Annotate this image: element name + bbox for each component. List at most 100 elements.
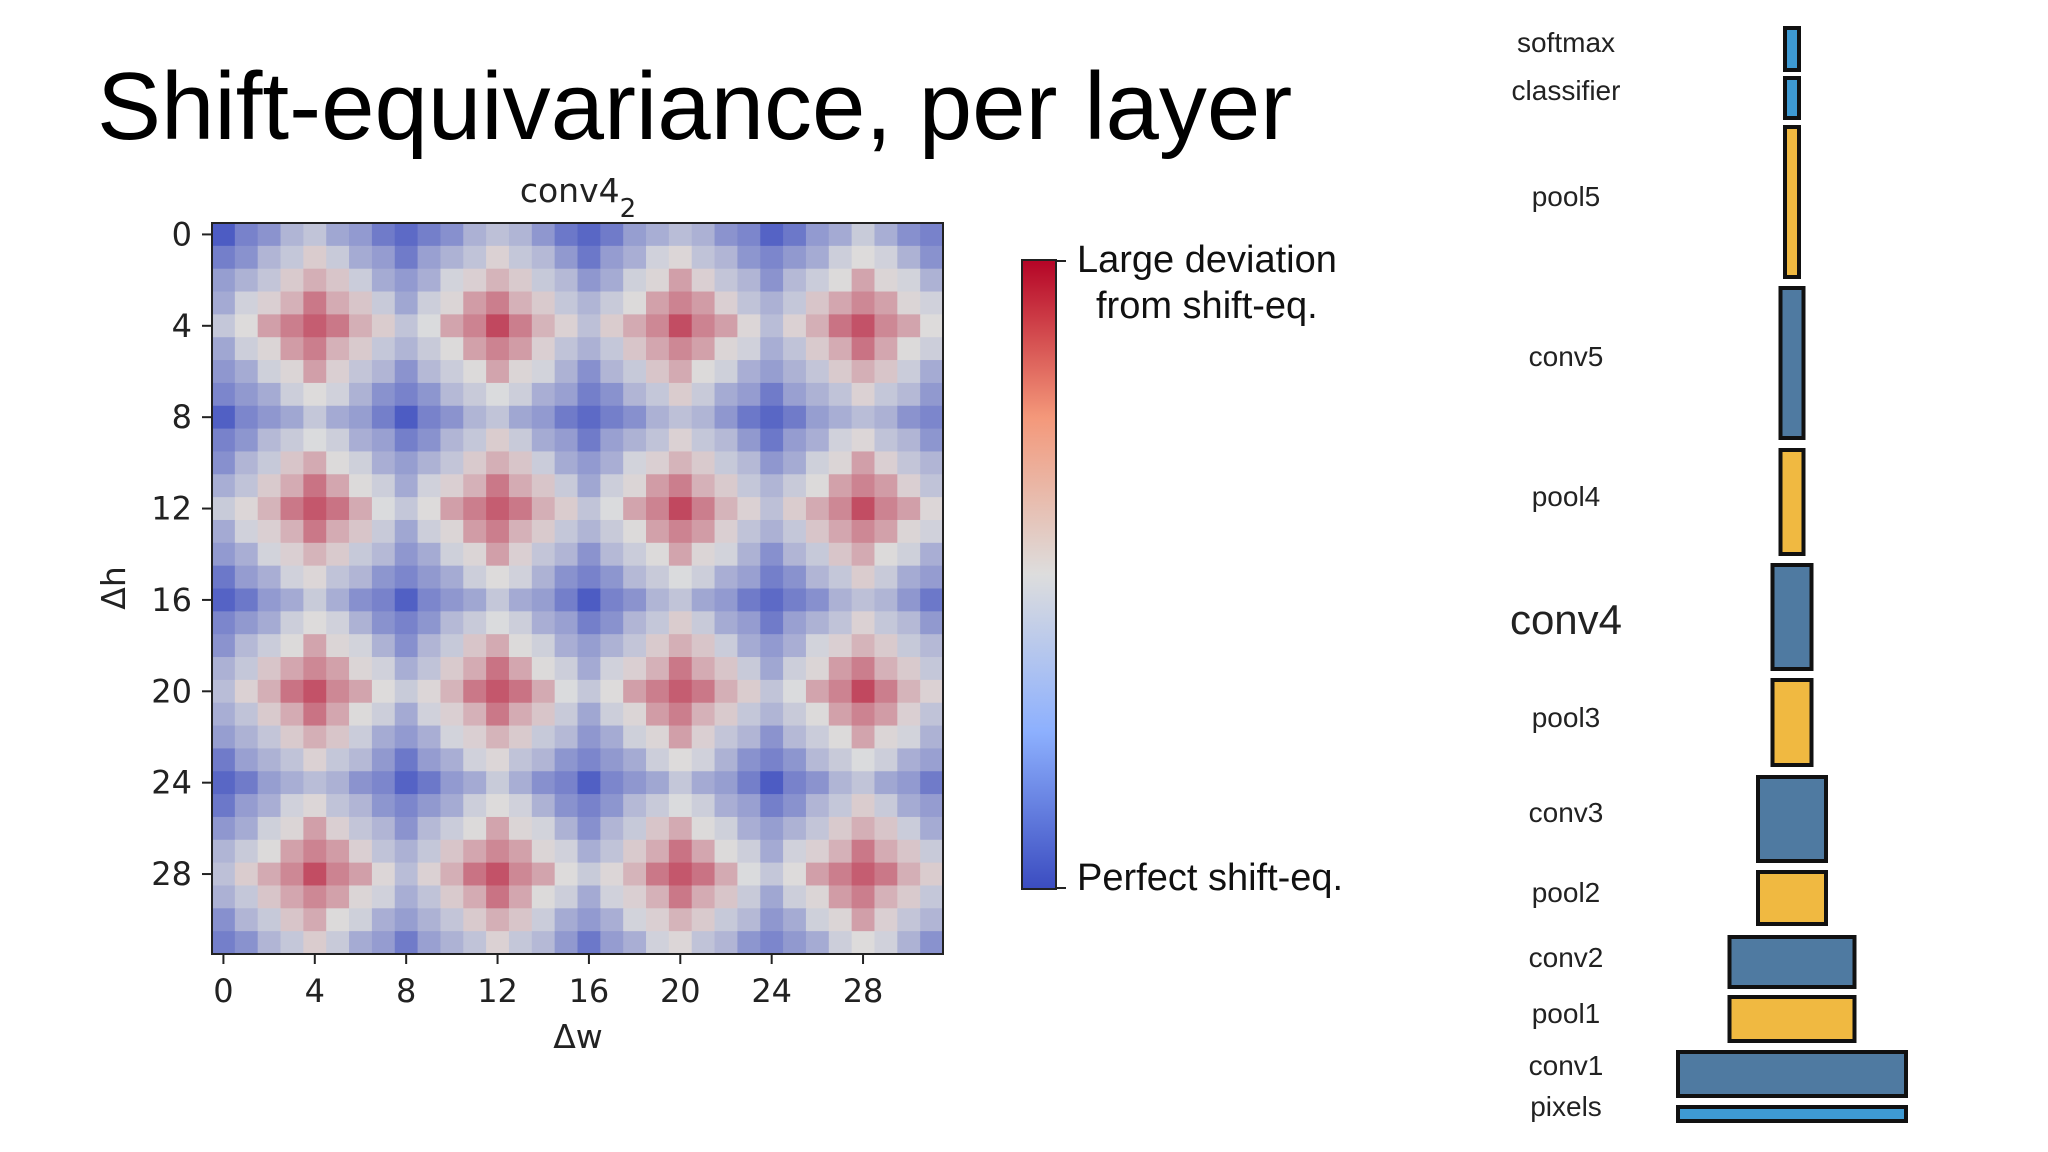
- heatmap-cell: [212, 862, 236, 887]
- heatmap-cell: [440, 885, 464, 909]
- heatmap-cell: [897, 245, 921, 270]
- heatmap-cell: [394, 679, 419, 704]
- heatmap-cell: [508, 794, 533, 818]
- heatmap-cell: [760, 702, 784, 727]
- heatmap-cell: [440, 748, 464, 772]
- heatmap-cell: [417, 679, 442, 704]
- heatmap-cell: [280, 223, 304, 247]
- heatmap-cell: [737, 908, 761, 932]
- heatmap-cell: [463, 337, 487, 361]
- heatmap-cell: [760, 931, 784, 955]
- heatmap-cell: [257, 931, 282, 955]
- heatmap-cell: [851, 885, 876, 909]
- heatmap-cell: [714, 611, 738, 635]
- heatmap-cell: [303, 611, 327, 635]
- heatmap-cell: [920, 657, 944, 681]
- heatmap-cell: [646, 405, 670, 430]
- heatmap-cell: [874, 908, 898, 932]
- heatmap-cell: [417, 611, 442, 635]
- heatmap-cell: [783, 497, 807, 521]
- heatmap-cell: [600, 542, 624, 567]
- heatmap-cell: [257, 497, 282, 521]
- heatmap-cell: [828, 519, 853, 544]
- heatmap-cell: [234, 565, 259, 590]
- heatmap-cell: [668, 771, 693, 795]
- heatmap-cell: [234, 360, 259, 384]
- heatmap-cell: [874, 337, 898, 361]
- colorbar-top-label-line2: from shift-eq.: [1096, 285, 1318, 327]
- heatmap-cell: [212, 748, 236, 772]
- heatmap-cell: [463, 679, 487, 704]
- heatmap-cell: [805, 725, 830, 749]
- heatmap-cell: [920, 565, 944, 590]
- heatmap-cell: [234, 908, 259, 932]
- heatmap-cell: [874, 839, 898, 864]
- heatmap-cell: [760, 360, 784, 384]
- heatmap-cell: [783, 337, 807, 361]
- heatmap-cell: [212, 451, 236, 475]
- heatmap-cell: [394, 816, 419, 841]
- heatmap-cell: [212, 611, 236, 635]
- heatmap-cell: [920, 771, 944, 795]
- heatmap-cell: [920, 816, 944, 841]
- heatmap-cell: [760, 816, 784, 841]
- heatmap-cell: [897, 519, 921, 544]
- heatmap-cell: [874, 702, 898, 727]
- heatmap-cell: [326, 245, 350, 270]
- heatmap-cell: [349, 679, 373, 704]
- heatmap-cell: [851, 931, 876, 955]
- heatmap-cell: [691, 885, 716, 909]
- heatmap-cell: [577, 771, 601, 795]
- heatmap-cell: [486, 657, 510, 681]
- heatmap-cell: [508, 634, 533, 658]
- heatmap-cell: [508, 816, 533, 841]
- heatmap-cell: [920, 497, 944, 521]
- heatmap-cell: [280, 679, 304, 704]
- heatmap-cell: [326, 223, 350, 247]
- heatmap-cell: [828, 634, 853, 658]
- layer-block-pool3: [1770, 678, 1814, 767]
- y-tick-label: 4: [172, 307, 192, 345]
- heatmap-cell: [349, 360, 373, 384]
- heatmap-cell: [920, 908, 944, 932]
- heatmap-cell: [600, 268, 624, 293]
- heatmap-cell: [805, 908, 830, 932]
- heatmap-frame: [211, 222, 944, 955]
- heatmap-cell: [760, 337, 784, 361]
- heatmap-cell: [371, 497, 396, 521]
- heatmap-cell: [508, 474, 533, 498]
- heatmap-cell: [486, 314, 510, 338]
- heatmap-cell: [851, 771, 876, 795]
- y-tick-label: 24: [151, 764, 192, 802]
- heatmap-cell: [874, 657, 898, 681]
- heatmap-cell: [531, 771, 556, 795]
- heatmap-cell: [417, 451, 442, 475]
- heatmap-cell: [920, 223, 944, 247]
- heatmap-cell: [554, 634, 579, 658]
- heatmap-cell: [760, 725, 784, 749]
- heatmap-cell: [600, 839, 624, 864]
- heatmap-cell: [737, 931, 761, 955]
- heatmap-cell: [783, 862, 807, 887]
- heatmap-cell: [737, 702, 761, 727]
- heatmap-cell: [280, 519, 304, 544]
- heatmap-cell: [668, 885, 693, 909]
- heatmap-cell: [691, 291, 716, 315]
- heatmap-cell: [714, 405, 738, 430]
- heatmap-cell: [394, 428, 419, 453]
- heatmap-cell: [280, 931, 304, 955]
- heatmap-cell: [349, 748, 373, 772]
- heatmap-cell: [668, 634, 693, 658]
- heatmap-cell: [280, 291, 304, 315]
- heatmap-cell: [874, 474, 898, 498]
- heatmap-cell: [531, 428, 556, 453]
- heatmap-cell: [577, 405, 601, 430]
- heatmap-cell: [326, 360, 350, 384]
- heatmap-cell: [417, 931, 442, 955]
- heatmap-cell: [531, 634, 556, 658]
- heatmap-cell: [577, 885, 601, 909]
- heatmap-cell: [646, 794, 670, 818]
- heatmap-cell: [234, 816, 259, 841]
- heatmap-cell: [737, 588, 761, 612]
- heatmap-cell: [486, 497, 510, 521]
